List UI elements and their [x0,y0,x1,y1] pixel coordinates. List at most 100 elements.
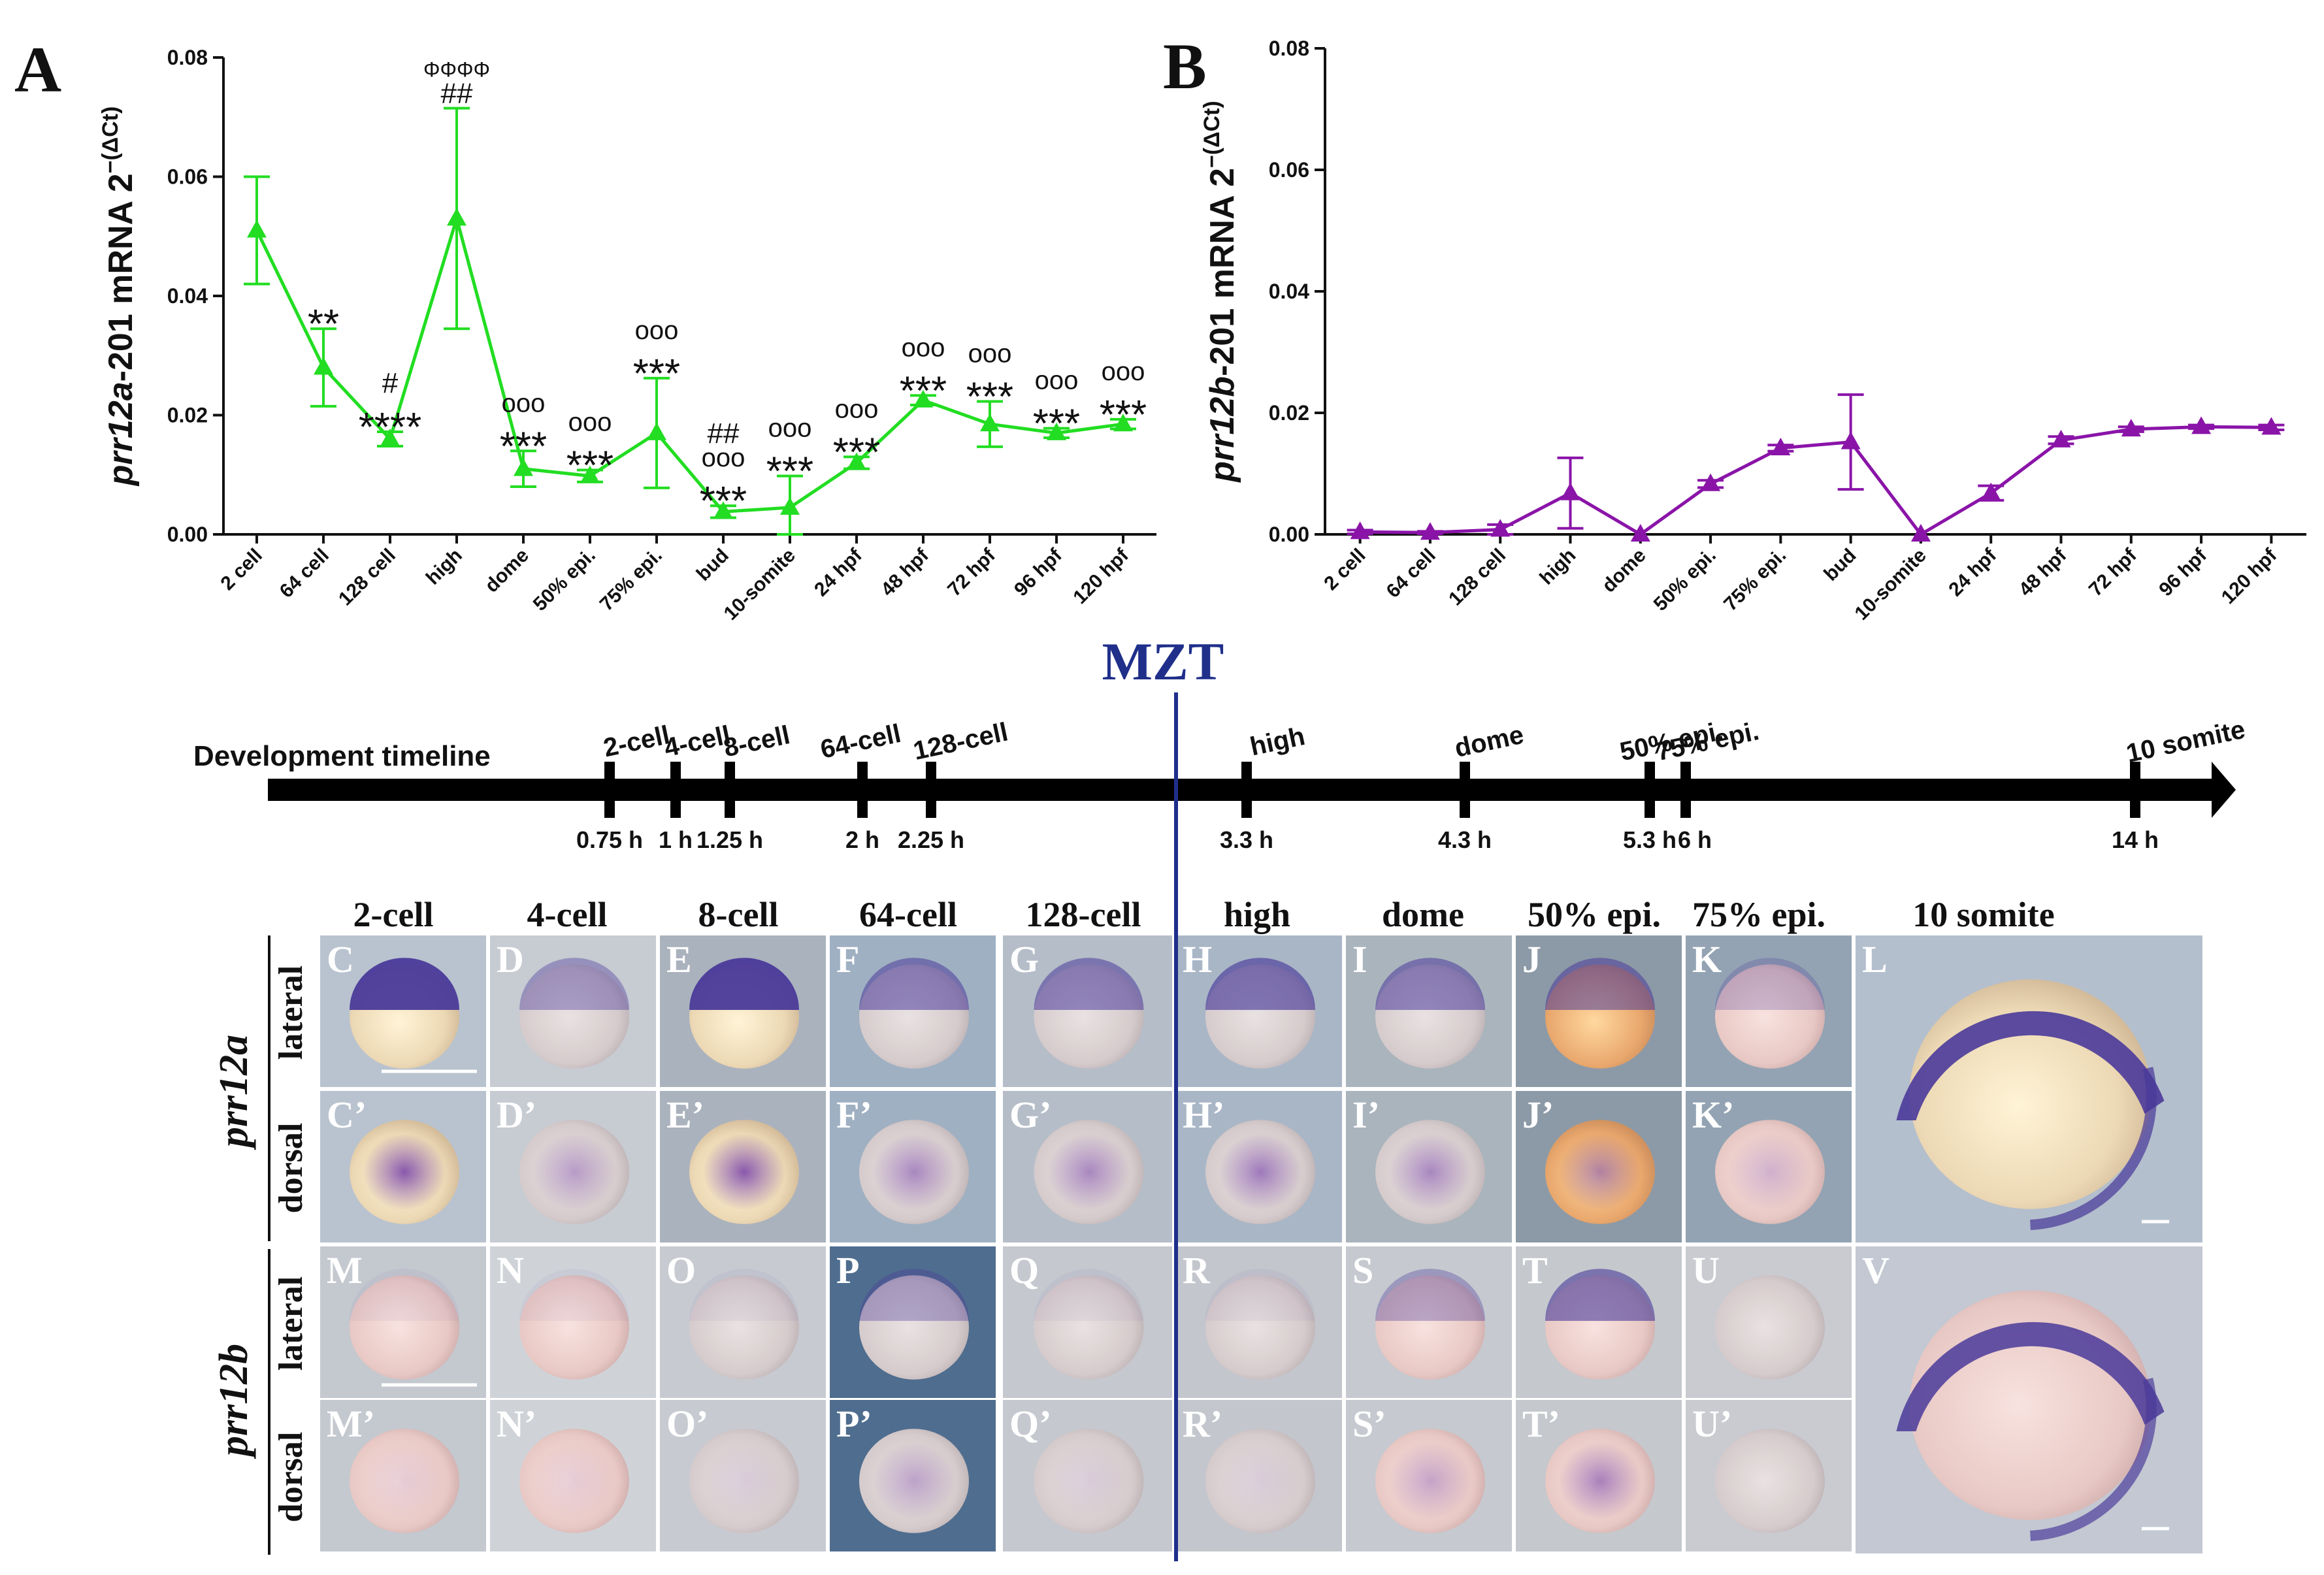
significance-marker: *** [1033,402,1080,447]
data-point [1113,414,1133,432]
panel-letter: E [666,938,692,981]
panel-letter: P [836,1249,859,1291]
grid-column-header: 8-cell [698,895,779,934]
stain-region [2030,1378,2157,1541]
embryo-yolk [1715,1429,1825,1533]
timeline-tick [1460,762,1470,818]
stain-region [1047,1133,1130,1210]
timeline-time-label: 4.3 h [1438,826,1492,853]
stain-region [1559,1133,1641,1210]
x-tick-label: 2 cell [217,545,267,594]
stain-region [350,958,459,1010]
grid-column-header: 50% epi. [1528,895,1661,934]
significance-marker: ooo [502,389,546,417]
panel-letter: I [1352,938,1367,981]
stain-region [1389,1133,1471,1210]
stain-region [1205,1269,1315,1321]
embryo-image-grid: C D E F G H I J K L C’ D’ E’ F’ G’ H’ I’ J’ K’ M N O P Q R S T U V M’… [320,935,2202,1553]
data-point [514,458,533,476]
view-row-label: dorsal [272,1123,310,1214]
significance-marker: ooo [1035,366,1079,395]
y-label-exponent: −(ΔCt) [1200,101,1224,168]
timeline-tick [2130,762,2140,818]
timeline-tick [670,762,681,818]
stain-region [1219,1133,1301,1210]
stain-region [519,1269,629,1321]
panel-letter: Q’ [1009,1403,1051,1445]
stain-region [1896,1011,2165,1120]
data-point [1490,519,1511,537]
x-tick-label: bud [693,545,733,585]
x-tick-label: 72 hpf [2085,544,2142,601]
panel-letter: O’ [666,1403,708,1445]
grid-column-header: 64-cell [859,895,957,934]
embryo-yolk [1715,964,1825,1069]
timeline-arrowhead [2212,762,2236,818]
stain-region [533,1442,615,1519]
stain-region [1034,1269,1144,1321]
stain-region [1545,1269,1655,1321]
stain-region [703,1442,785,1519]
significance-marker: ## [708,417,740,449]
data-point [1560,482,1580,500]
data-point [2121,419,2141,437]
timeline-title: Development timeline [193,740,491,772]
timeline-time-label: 1 h [659,826,693,853]
panel-letter: O [666,1249,696,1291]
significance-marker: ooo [902,333,945,362]
y-axis-label: prr12a-201 mRNA 2−(ΔCt) [98,106,140,487]
stain-region [1389,1442,1471,1519]
data-point [247,219,267,238]
stain-region [1729,1133,1811,1210]
gene-row-label: prr12b [212,1344,256,1459]
grid-column-header: 4-cell [527,895,608,934]
data-point [1701,473,1721,491]
x-tick-label: 96 hpf [1010,544,1067,601]
grid-column-header: 128-cell [1026,895,1141,934]
panel-letter: V [1862,1249,1890,1291]
significance-marker: *** [633,351,680,397]
panel-letter: U’ [1692,1403,1732,1445]
series-line [255,212,1124,513]
y-tick-label: 0.00 [167,523,208,546]
panel-letter: S [1352,1249,1373,1291]
panel-letter: F [836,938,859,981]
panel-letter: S’ [1352,1403,1386,1445]
panel-letter: D [497,938,524,981]
significance-marker: *** [900,368,947,414]
x-tick-label: 50% epi. [1650,545,1720,615]
stain-region [1375,1269,1485,1321]
data-point [1910,524,1931,542]
significance-marker: ooo [835,395,879,423]
significance-marker: ooo [635,316,679,345]
grid-row-labels: prr12a prr12b lateral dorsal lateral dorsal [212,935,310,1555]
panel-letter: I’ [1352,1094,1380,1136]
panel-letter: J’ [1522,1094,1554,1136]
panel-letter: M [327,1249,363,1291]
data-point [847,452,866,470]
x-tick-label: 96 hpf [2155,544,2212,601]
stain-region [859,1269,969,1321]
significance-marker: ** [308,302,339,347]
timeline-stage-label: 64-cell [818,719,904,764]
data-point [980,414,1000,432]
timeline-time-label: 14 h [2112,826,2159,853]
timeline-tick [926,762,936,818]
grid-column-headers: 2-cell 4-cell 8-cell 64-cell 128-cell high dom… [353,895,2055,934]
x-tick-label: 10-somite [720,545,800,625]
x-tick-label: 128 cell [1445,545,1510,610]
data-point [314,357,333,375]
y-tick-label: 0.06 [167,165,208,189]
x-tick-label: 2 cell [1320,545,1369,594]
timeline-time-label: 2.25 h [898,826,964,853]
significance-marker: *** [966,375,1013,420]
stain-region [2030,1067,2157,1230]
significance-marker: ooo [768,414,812,443]
x-tick-label: bud [1820,545,1860,585]
embryo-yolk [519,1275,629,1380]
timeline-time-label: 2 h [845,826,879,853]
gene-row-label: prr12a [212,1035,256,1150]
data-point [380,429,400,446]
data-point [1630,524,1650,542]
significance-marker: *** [500,424,547,469]
